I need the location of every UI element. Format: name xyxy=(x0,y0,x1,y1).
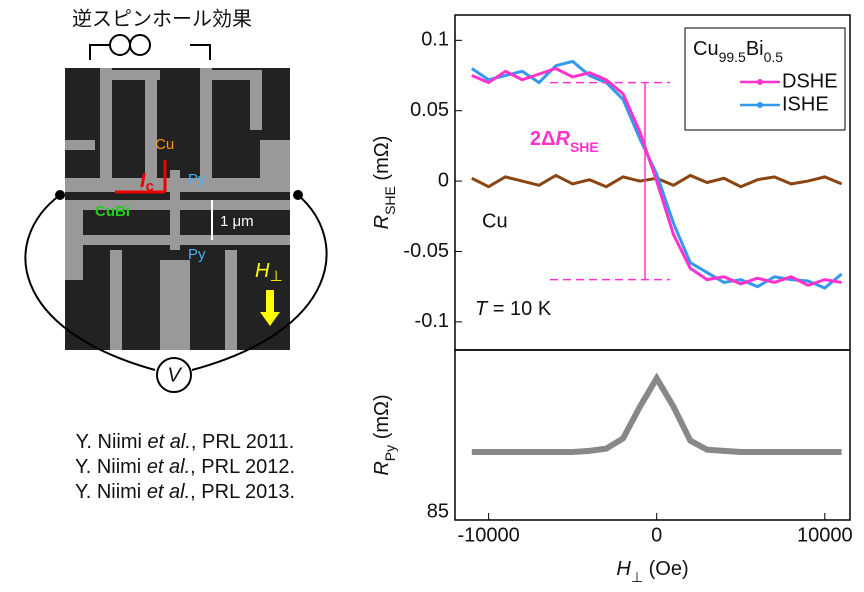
reference-part: , PRL 2013. xyxy=(190,481,295,503)
y-axis-label: RSHE (mΩ) xyxy=(371,136,397,230)
field-symbol: H xyxy=(255,260,270,282)
delta-label-part: SHE xyxy=(570,139,599,155)
temperature-label-part: T xyxy=(475,298,489,320)
legend-label: DSHE xyxy=(782,70,838,92)
x-axis-label-part: H xyxy=(616,558,631,580)
current-subscript: c xyxy=(146,178,154,195)
delta-label-part: R xyxy=(556,128,571,150)
data-line xyxy=(471,66,842,287)
delta-label: 2ΔRSHE xyxy=(530,128,599,154)
legend-label: ISHE xyxy=(782,93,829,115)
device-electrodes xyxy=(65,68,290,350)
reference: Y. Niimi et al., PRL 2011. xyxy=(76,431,295,453)
voltmeter xyxy=(156,357,192,393)
py-label: Py xyxy=(188,246,206,263)
circuit xyxy=(24,34,328,371)
plot-frame xyxy=(454,349,851,521)
contact xyxy=(293,190,303,200)
y-tick-label: 0 xyxy=(438,169,449,191)
temperature-label: T = 10 K xyxy=(475,298,552,320)
legend-marker xyxy=(757,79,763,85)
reference-part: et al. xyxy=(147,481,190,503)
y-axis-label-part: SHE xyxy=(382,186,398,215)
x-axis-label-part: ⊥ xyxy=(631,569,643,585)
reference-part: Y. Niimi xyxy=(75,456,147,478)
x-axis-label-part: (Oe) xyxy=(643,558,689,580)
cu-series-label: Cu xyxy=(482,210,508,232)
legend-title-part: 99.5 xyxy=(719,49,746,65)
legend-marker xyxy=(757,102,763,108)
reference-part: Y. Niimi xyxy=(75,481,147,503)
legend-title-part: Cu xyxy=(693,38,719,60)
y-tick-label: 85 xyxy=(427,500,449,522)
y-axis-label-part: (mΩ) xyxy=(371,136,393,187)
data-line xyxy=(471,372,842,455)
y-tick-label: -0.05 xyxy=(403,240,449,262)
y-axis-label-part: R xyxy=(371,461,393,475)
reference: Y. Niimi et al., PRL 2012. xyxy=(75,456,295,478)
distance-label: 1 μm xyxy=(220,213,254,230)
field-label: H⊥ xyxy=(255,260,283,285)
y-tick-label: -0.1 xyxy=(415,310,449,332)
legend-title-part: 0.5 xyxy=(764,49,784,65)
reference-part: et al. xyxy=(147,456,190,478)
voltmeter-label: V xyxy=(167,364,182,386)
y-axis-label-part: (mΩ) xyxy=(371,394,393,445)
cubi-label: CuBi xyxy=(95,203,130,220)
reference: Y. Niimi et al., PRL 2013. xyxy=(75,481,295,503)
temperature-label-part: = 10 K xyxy=(487,298,552,320)
legend-title-part: Bi xyxy=(746,38,764,60)
figure-title: 逆スピンホール効果 xyxy=(72,7,252,30)
y-tick-label: 0.1 xyxy=(421,29,449,51)
current-symbol: I xyxy=(140,170,146,192)
py-label: Py xyxy=(188,171,206,188)
delta-label-part: 2Δ xyxy=(530,128,556,150)
current-label: Ic xyxy=(140,170,154,195)
data-line xyxy=(470,59,843,290)
legend-title: Cu99.5Bi0.5 xyxy=(693,38,783,64)
cu-label: Cu xyxy=(155,136,174,153)
current-arrow xyxy=(115,160,167,194)
reference-part: , PRL 2011. xyxy=(191,431,294,453)
reference-part: , PRL 2012. xyxy=(190,456,295,478)
y-axis-label-part: Py xyxy=(382,445,398,461)
y-tick-label: 0.05 xyxy=(410,99,449,121)
x-tick-label: -10000 xyxy=(457,524,519,546)
contact xyxy=(55,190,65,200)
y-axis-label: RPy (mΩ) xyxy=(371,394,397,475)
field-arrow-head xyxy=(260,312,280,326)
reference-part: Y. Niimi xyxy=(76,431,148,453)
reference-part: et al. xyxy=(148,431,191,453)
legend-box xyxy=(684,27,846,131)
x-tick-label: 0 xyxy=(651,524,662,546)
x-tick-label: 10000 xyxy=(797,524,853,546)
field-subscript: ⊥ xyxy=(269,268,282,285)
y-axis-label-part: R xyxy=(371,215,393,229)
x-axis-label: H⊥ (Oe) xyxy=(616,558,688,584)
